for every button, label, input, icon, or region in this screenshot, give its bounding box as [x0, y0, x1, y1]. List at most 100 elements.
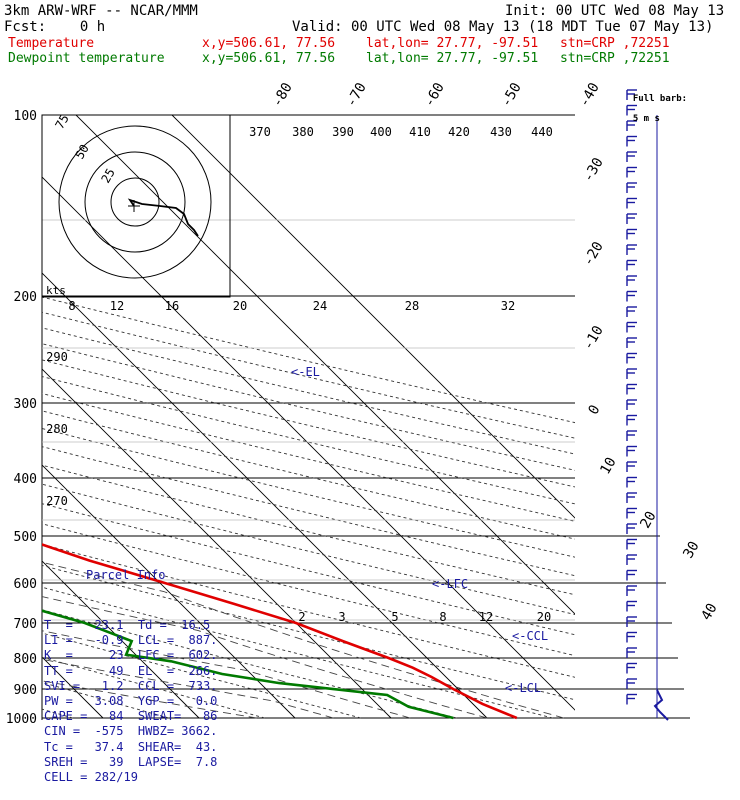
wind-barb — [626, 585, 637, 596]
parcel-info-row: Tc = 37.4 SHEAR= 43. — [44, 739, 218, 754]
parcel-info-row: CELL = 282/19 — [44, 770, 138, 785]
init-time: Init: 00 UTC Wed 08 May 13 — [505, 3, 725, 19]
wind-barb — [626, 662, 637, 674]
theta-label: 270 — [46, 494, 68, 508]
hodograph-frame — [41, 114, 231, 298]
hodograph-axis-label: 24 — [313, 299, 327, 313]
pressure-label: 600 — [14, 577, 37, 592]
wind-barb — [626, 197, 637, 209]
static-layer — [41, 114, 690, 720]
valid-time: Valid: 00 UTC Wed 08 May 13 (18 MDT Tue … — [292, 19, 714, 35]
isotherm-label: 20 — [637, 509, 659, 532]
wind-barb — [626, 259, 637, 271]
isotherm-line — [75, 115, 575, 615]
wind-barb — [626, 306, 637, 317]
wind-barb — [626, 492, 637, 503]
wind-barb — [626, 430, 637, 441]
wind-barb-key-line1: Full barb: — [632, 94, 688, 104]
theta-label: 370 — [249, 125, 271, 139]
pressure-label: 400 — [14, 472, 37, 487]
hodograph-ring-label: 75 — [52, 112, 71, 132]
forecast-hour: Fcst: 0 h — [4, 19, 106, 35]
dry-adiabat — [42, 446, 575, 577]
dry-adiabat — [42, 609, 457, 719]
parcel-info-row: SVI = 1.2 CCL = 733. — [44, 678, 218, 693]
dew-xy: x,y=506.61, 77.56 — [202, 51, 336, 66]
wind-barb — [626, 120, 637, 131]
pressure-label: 1000 — [6, 712, 37, 727]
mixing-ratio-label: 5 — [391, 610, 398, 624]
wind-barb-key-line2: 5 m s — [632, 114, 660, 124]
pressure-label: 300 — [14, 397, 37, 412]
hodograph-unit: kts — [46, 284, 66, 297]
wind-barbs — [626, 89, 669, 721]
wind-barb — [626, 104, 637, 116]
temp-latlon: lat,lon= 27.77, -97.51 — [366, 36, 539, 51]
hodograph-ring — [58, 125, 212, 279]
wind-barb — [626, 213, 637, 224]
wind-barb — [626, 678, 637, 689]
isotherm-label: -20 — [580, 239, 607, 269]
hodograph-axis-label: 28 — [405, 299, 419, 313]
pressure-label: 500 — [14, 530, 37, 545]
theta-label: 410 — [409, 125, 431, 139]
dry-adiabat — [42, 311, 575, 439]
wind-barb — [626, 352, 637, 364]
dry-adiabat — [42, 296, 575, 424]
hodograph-ring-label: 50 — [72, 142, 91, 162]
parcel-info-row: PW = 3.08 YGP = 0.0 — [44, 694, 218, 709]
parcel-info-title: Parcel Info — [86, 568, 166, 583]
isotherm-label: -60 — [421, 80, 448, 110]
dew-latlon: lat,lon= 27.77, -97.51 — [366, 51, 539, 66]
hodograph-trace — [127, 198, 199, 237]
theta-label: 290 — [46, 350, 68, 364]
wind-barb — [626, 476, 637, 488]
wind-barb — [626, 244, 637, 255]
wind-barb — [626, 647, 637, 658]
dew-stn: stn=CRP ,72251 — [560, 51, 670, 66]
dry-adiabat-group — [42, 296, 575, 719]
dewpoint-line — [42, 609, 454, 720]
parcel-info-row: CAPE = 84 SWEAT= 86 — [44, 709, 218, 724]
legend-temperature: Temperature — [8, 36, 95, 51]
isotherm-label: -30 — [580, 155, 607, 185]
wind-barb — [626, 321, 637, 333]
dry-adiabat — [42, 586, 553, 719]
moist-adiabat — [42, 658, 334, 719]
wind-barb — [626, 368, 637, 379]
mixing-ratio-label: 2 — [298, 610, 305, 624]
parcel-info-row: K = 23 LFC = 602. — [44, 648, 218, 663]
isotherm-label: -40 — [576, 80, 603, 110]
isotherm-label: 40 — [698, 601, 720, 624]
hodograph-axis-label: 12 — [110, 299, 124, 313]
theta-label: 440 — [531, 125, 553, 139]
wind-barb — [626, 693, 637, 705]
pressure-label: 100 — [14, 109, 37, 124]
wind-barb — [626, 461, 637, 472]
pressure-label: 700 — [14, 617, 37, 632]
wind-barb — [626, 507, 637, 519]
wind-barb — [626, 182, 637, 193]
parcel-info-row: LI = -0.9 LCL = 887. — [44, 633, 218, 648]
parcel-info-row: SREH = 39 LAPSE= 7.8 — [44, 754, 218, 769]
low-level-barbs — [653, 689, 669, 721]
isotherm-line — [42, 560, 200, 719]
wind-barb — [626, 554, 637, 565]
moist-adiabat — [42, 561, 564, 719]
mixing-ratio-label: 20 — [537, 610, 551, 624]
parcel-info-row: T = 23.1 Td = 16.5 — [44, 618, 211, 633]
legend-dewpoint: Dewpoint temperature — [8, 51, 165, 66]
dry-adiabat — [42, 523, 575, 657]
theta-label: 390 — [332, 125, 354, 139]
wind-barb — [626, 135, 637, 147]
mixing-ratio-label: 8 — [439, 610, 446, 624]
hodograph-axis-label: 8 — [68, 299, 75, 313]
hodograph-ring-label: 25 — [98, 166, 117, 186]
isotherm-group — [42, 115, 575, 719]
dry-adiabat — [42, 327, 575, 455]
wind-barb — [626, 523, 637, 534]
isotherm-line — [42, 368, 392, 719]
temp-xy: x,y=506.61, 77.56 — [202, 36, 336, 51]
wind-barb — [626, 616, 637, 627]
